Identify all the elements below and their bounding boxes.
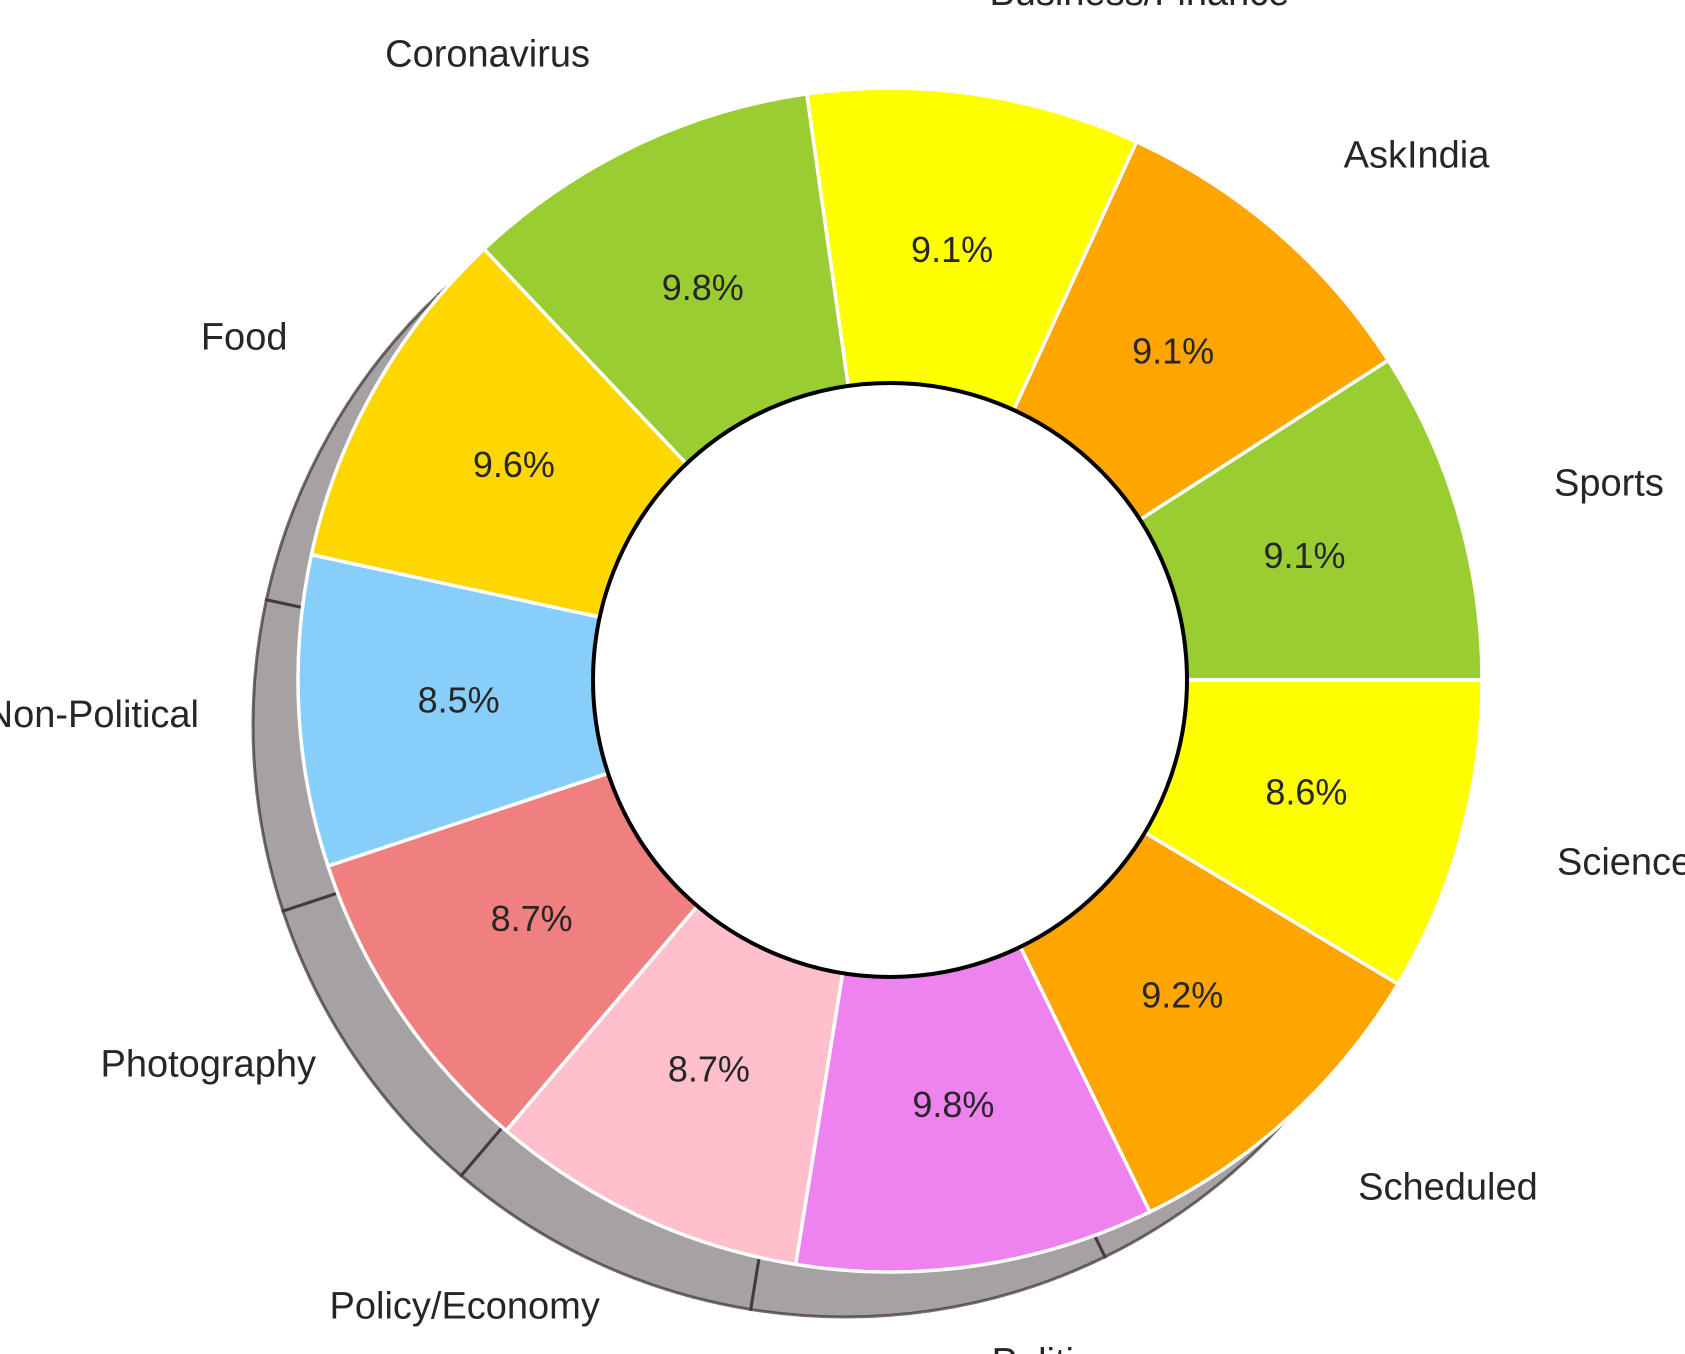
category-label-photography: Photography [100, 1044, 316, 1086]
percent-label-coronavirus: 9.8% [662, 267, 744, 308]
category-label-business-finance: Business/Finance [989, 0, 1289, 14]
percent-label-policy-economy: 8.7% [668, 1049, 750, 1090]
category-label-food: Food [201, 317, 288, 359]
percent-label-food: 9.6% [473, 444, 555, 485]
category-label-science-technology: Science/Technology [1557, 841, 1685, 883]
category-label-policy-economy: Policy/Economy [330, 1285, 600, 1327]
percent-label-askindia: 9.1% [1132, 330, 1214, 371]
percent-label-science-technology: 8.6% [1265, 772, 1347, 813]
percent-labels: 9.1% 9.1% 9.1% 9.8% 9.6% 8.5% 8.7% 8.7% 9.8% 9.2%… [418, 229, 1348, 1125]
category-label-coronavirus: Coronavirus [385, 33, 590, 75]
category-label-scheduled: Scheduled [1358, 1167, 1538, 1209]
percent-label-non-political: 8.5% [418, 680, 500, 721]
percent-label-photography: 8.7% [491, 898, 573, 939]
percent-label-scheduled: 9.2% [1141, 975, 1223, 1016]
category-label-sports: Sports [1554, 462, 1664, 504]
percent-label-politics: 9.8% [912, 1084, 994, 1125]
percent-label-sports: 9.1% [1264, 535, 1346, 576]
category-label-non-political: Non-Political [0, 694, 199, 736]
donut-hole [591, 381, 1189, 979]
category-label-politics: Politics [992, 1342, 1112, 1354]
category-label-askindia: AskIndia [1344, 134, 1491, 176]
percent-label-business-finance: 9.1% [911, 229, 993, 270]
